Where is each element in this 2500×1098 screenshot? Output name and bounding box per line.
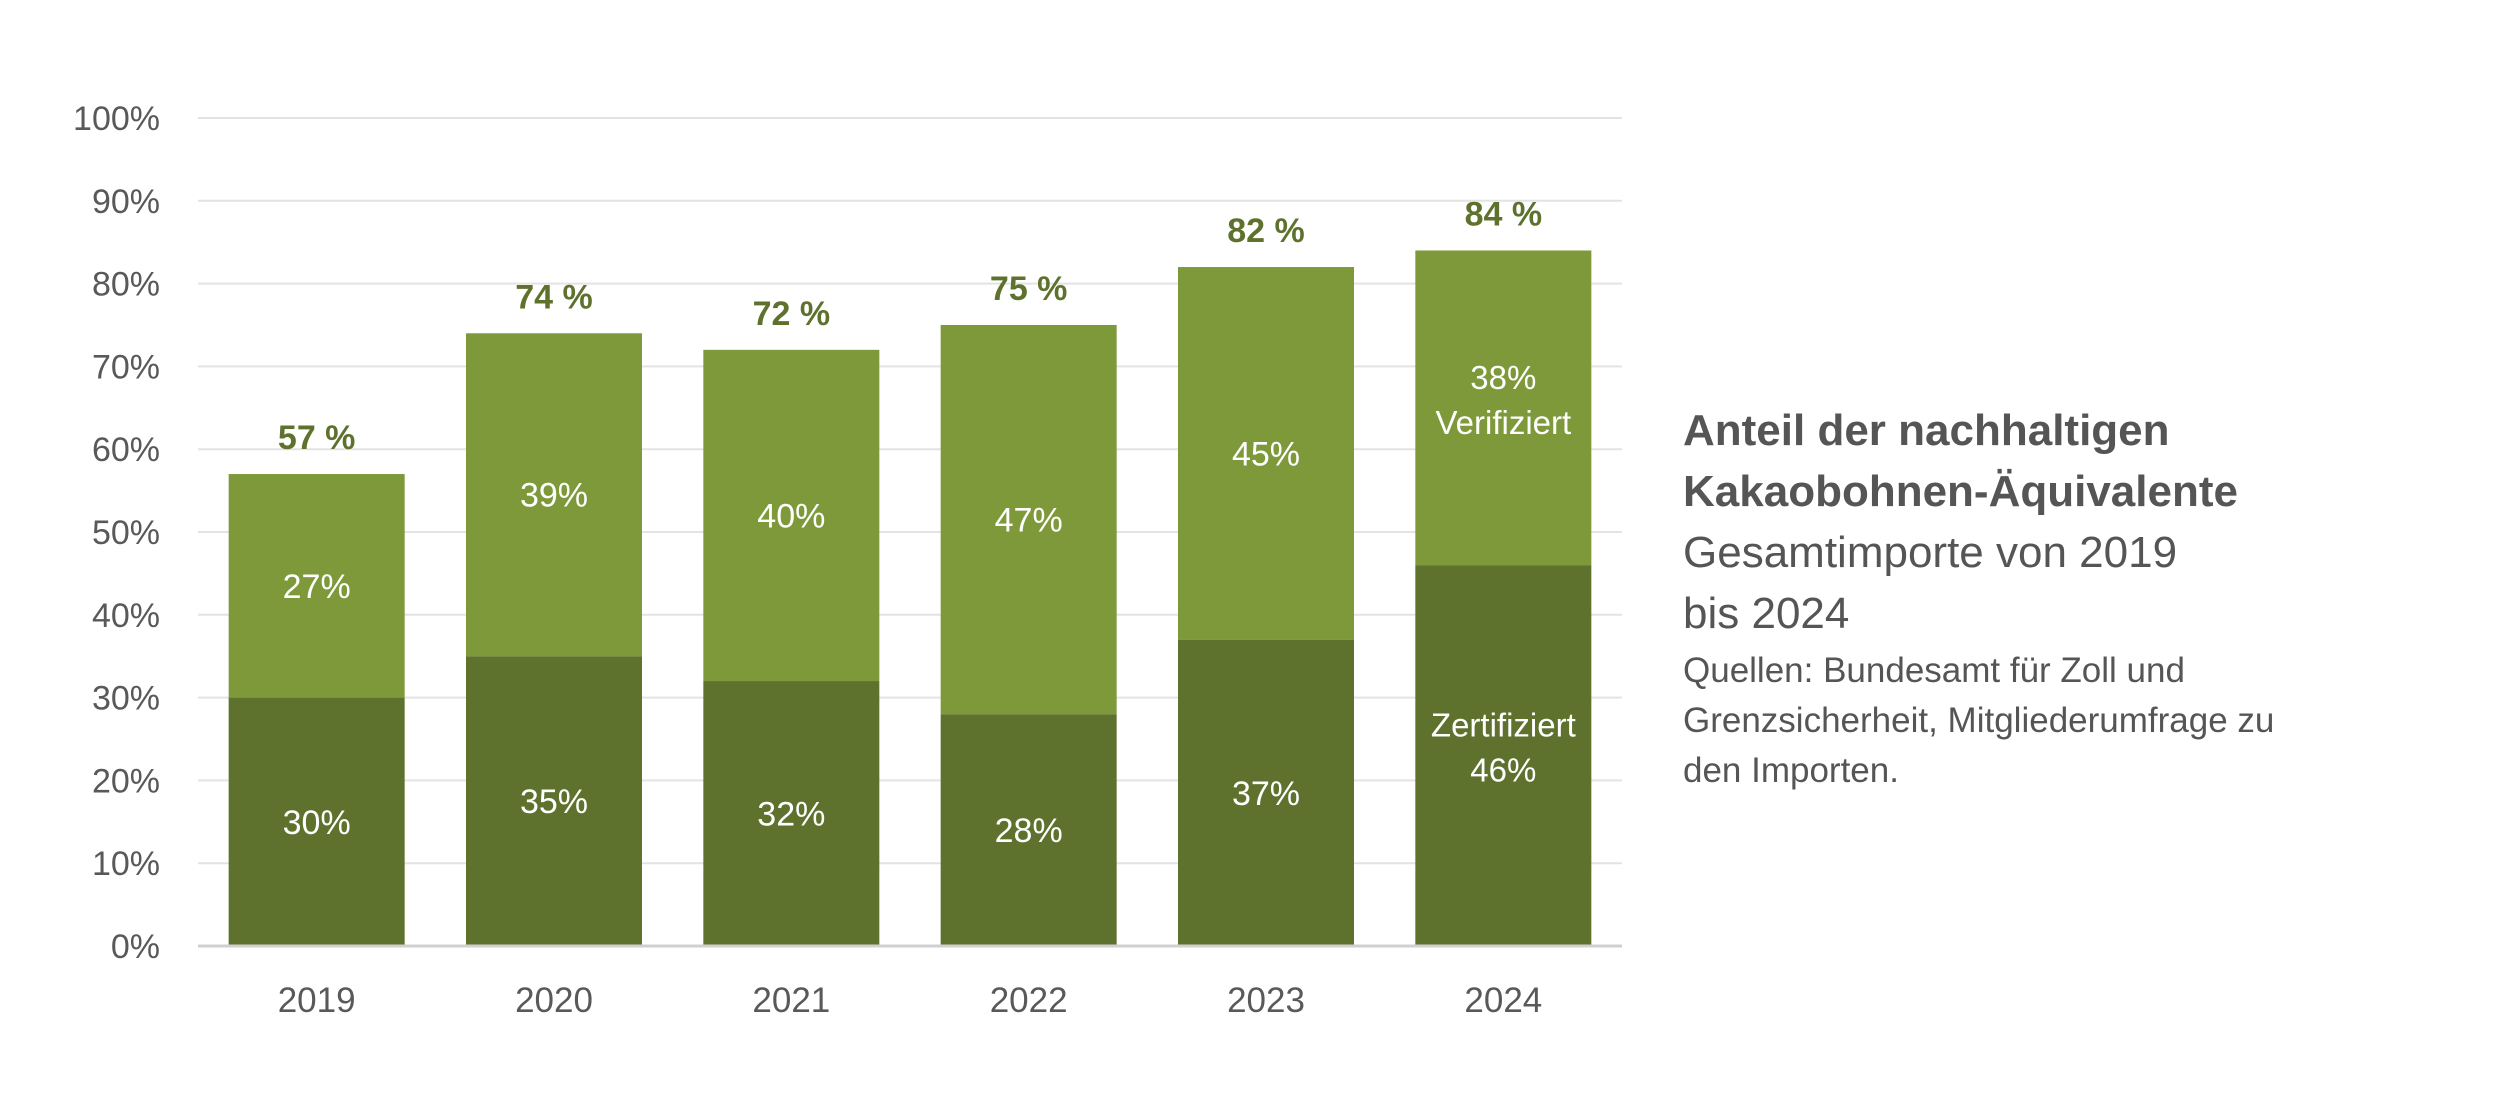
y-tick-label: 30% (92, 680, 160, 718)
data-label: 32% (757, 796, 825, 834)
y-tick-label: 40% (92, 597, 160, 635)
bar-segment-zertifiziert (703, 681, 880, 946)
x-tick-label: 2023 (1227, 981, 1305, 1020)
y-tick-label: 80% (92, 266, 160, 304)
data-label: 30% (283, 804, 351, 842)
bar-segment-zertifiziert (1415, 565, 1592, 946)
bar-segment-zertifiziert (940, 714, 1117, 946)
chart-description: Anteil der nachhaltigen Kakaobohnen-Äqui… (1683, 400, 2443, 796)
y-tick-label: 60% (92, 431, 160, 469)
chart-title: Anteil der nachhaltigen Kakaobohnen-Äqui… (1683, 400, 2443, 522)
data-label: 39% (520, 477, 588, 515)
total-label: 75 % (990, 270, 1068, 308)
data-label: 28% (995, 812, 1063, 850)
x-tick-label: 2020 (515, 981, 593, 1020)
bar-segment-verifiziert (940, 325, 1117, 715)
data-labels: 30% 27% 57 % 35% 39% 74 % 32% 40% 72 % 28% 47% 75 %… (278, 195, 1576, 850)
x-axis-tick-labels: 2019 2020 2021 2022 2023 2024 (278, 981, 1543, 1020)
bar-segment-verifiziert (228, 474, 405, 698)
total-label: 72 % (753, 295, 831, 333)
x-tick-label: 2019 (278, 981, 356, 1020)
x-tick-label: 2022 (990, 981, 1068, 1020)
chart-title-line-1: Anteil der nachhaltigen (1683, 406, 2170, 455)
data-label: 38% (1470, 359, 1536, 396)
chart-source-note: Quellen: Bundesamt für Zoll und Grenzsic… (1683, 646, 2443, 796)
source-line-1: Quellen: Bundesamt für Zoll und (1683, 651, 2185, 690)
chart-subtitle-line-2: bis 2024 (1683, 589, 1850, 638)
chart-title-line-2: Kakaobohnen-Äquivalente (1683, 467, 2238, 516)
x-tick-label: 2024 (1464, 981, 1542, 1020)
y-tick-label: 90% (92, 183, 160, 221)
data-label: 46% (1470, 752, 1536, 789)
series-name-label: Verifiziert (1435, 404, 1571, 441)
bars (228, 250, 1592, 946)
bar-segment-zertifiziert (228, 697, 405, 946)
y-tick-label: 10% (92, 845, 160, 883)
bar-segment-verifiziert (466, 333, 642, 657)
y-tick-label: 50% (92, 514, 160, 552)
source-line-2: Grenzsicherheit, Mitgliederumfrage zu (1683, 701, 2275, 740)
bar-segment-verifiziert (1415, 250, 1592, 566)
data-label: 45% (1232, 435, 1300, 473)
series-name-label: Zertifiziert (1431, 707, 1576, 744)
x-tick-label: 2021 (752, 981, 830, 1020)
y-tick-label: 0% (111, 928, 160, 966)
bar-segment-zertifiziert (1178, 639, 1354, 946)
total-label: 82 % (1227, 212, 1305, 250)
total-label: 74 % (515, 278, 593, 316)
source-line-3: den Importen. (1683, 751, 1899, 790)
data-label: 40% (757, 497, 825, 535)
y-tick-label: 20% (92, 762, 160, 800)
chart-subtitle: Gesamtimporte von 2019 bis 2024 (1683, 522, 2443, 644)
y-tick-label: 70% (92, 348, 160, 386)
y-tick-label: 100% (73, 100, 160, 138)
data-label: 47% (995, 502, 1063, 540)
total-label: 84 % (1465, 195, 1543, 233)
bar-segment-verifiziert (1178, 267, 1354, 640)
total-label: 57 % (278, 419, 356, 457)
stacked-bar-chart: 0% 10% 20% 30% 40% 50% 60% 70% 80% 90% 100% 30% 27%… (73, 100, 1622, 1020)
data-label: 37% (1232, 775, 1300, 813)
gridlines (198, 117, 1622, 865)
chart-subtitle-line-1: Gesamtimporte von 2019 (1683, 528, 2178, 577)
bar-segment-zertifiziert (466, 656, 642, 946)
data-label: 35% (520, 783, 588, 821)
bar-segment-verifiziert (703, 349, 880, 682)
y-axis-tick-labels: 0% 10% 20% 30% 40% 50% 60% 70% 80% 90% 100% (73, 100, 160, 966)
data-label: 27% (283, 568, 351, 606)
